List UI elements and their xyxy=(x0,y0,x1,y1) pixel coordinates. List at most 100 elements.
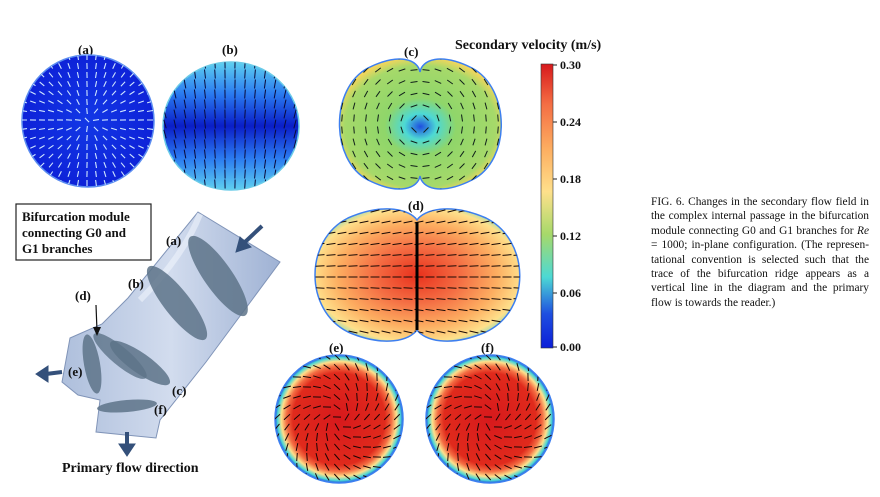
velocity-vector xyxy=(282,356,292,358)
velocity-vector xyxy=(447,254,457,256)
velocity-vector xyxy=(325,422,329,432)
velocity-vector xyxy=(472,102,476,110)
velocity-vector xyxy=(67,161,71,169)
velocity-vector xyxy=(374,59,382,61)
velocity-vector xyxy=(76,179,80,187)
velocity-vector xyxy=(128,136,136,140)
velocity-vector xyxy=(110,127,118,131)
velocity-vector xyxy=(66,144,72,150)
velocity-vector xyxy=(103,81,107,87)
velocity-vector xyxy=(484,404,492,410)
velocity-vector xyxy=(254,69,256,79)
velocity-vector xyxy=(111,90,117,96)
velocity-vector xyxy=(112,55,116,61)
velocity-vector xyxy=(129,81,135,87)
velocity-vector xyxy=(163,179,167,189)
velocity-vector xyxy=(446,433,450,441)
velocity-vector xyxy=(353,474,361,480)
velocity-vector xyxy=(193,159,197,169)
velocity-vector xyxy=(544,434,552,440)
velocity-vector xyxy=(392,242,402,246)
velocity-vector xyxy=(386,163,394,169)
velocity-vector xyxy=(460,138,464,146)
velocity-vector xyxy=(306,452,308,462)
velocity-vector xyxy=(484,394,492,400)
velocity-vector xyxy=(293,414,301,420)
velocity-vector xyxy=(403,254,413,256)
velocity-vector xyxy=(129,145,135,149)
velocity-vector xyxy=(56,127,64,131)
velocity-vector xyxy=(470,187,478,189)
velocity-vector xyxy=(447,298,457,300)
velocity-vector xyxy=(326,220,336,224)
velocity-vector xyxy=(456,463,460,471)
velocity-vector xyxy=(434,164,442,168)
velocity-vector xyxy=(273,79,277,89)
velocity-vector xyxy=(495,383,501,391)
velocity-vector xyxy=(204,99,206,109)
velocity-vector xyxy=(313,364,321,370)
velocity-vector xyxy=(95,62,97,70)
velocity-vector xyxy=(183,109,187,119)
velocity-vector xyxy=(57,99,63,105)
velocity-vector xyxy=(464,375,472,379)
velocity-vector xyxy=(504,425,512,429)
velocity-vector xyxy=(382,476,392,478)
velocity-vector xyxy=(494,474,502,480)
velocity-vector xyxy=(173,129,177,139)
velocity-vector xyxy=(507,392,509,402)
velocity-vector xyxy=(496,102,500,110)
velocity-vector xyxy=(480,308,490,312)
velocity-vector xyxy=(365,114,367,122)
velocity-vector xyxy=(293,69,297,79)
velocity-vector xyxy=(340,102,344,110)
velocity-vector xyxy=(458,220,468,224)
velocity-vector xyxy=(524,424,532,430)
velocity-vector xyxy=(137,128,145,130)
velocity-vector xyxy=(103,161,107,169)
velocity-vector xyxy=(454,414,462,420)
velocity-vector xyxy=(313,414,321,420)
velocity-vector xyxy=(459,150,465,158)
velocity-vector xyxy=(121,55,125,60)
velocity-vector xyxy=(466,463,470,471)
velocity-vector xyxy=(137,109,145,113)
velocity-vector xyxy=(384,403,390,411)
velocity-vector xyxy=(448,126,452,134)
velocity-vector xyxy=(306,442,308,452)
velocity-vector xyxy=(293,139,297,149)
contour-panel-e xyxy=(274,354,404,484)
velocity-vector xyxy=(283,129,287,139)
velocity-vector xyxy=(454,404,462,410)
velocity-vector xyxy=(508,55,512,61)
velocity-vector xyxy=(244,169,246,179)
velocity-vector xyxy=(504,455,512,459)
velocity-vector xyxy=(340,90,344,98)
velocity-vector xyxy=(283,395,291,399)
velocity-vector xyxy=(359,242,369,246)
velocity-vector xyxy=(411,127,417,133)
velocity-vector xyxy=(173,179,177,189)
velocity-vector xyxy=(469,254,479,256)
velocity-vector xyxy=(22,171,27,177)
velocity-vector xyxy=(426,375,432,379)
velocity-vector xyxy=(375,163,381,169)
velocity-vector xyxy=(39,63,45,69)
velocity-vector xyxy=(333,463,341,471)
velocity-vector xyxy=(283,109,287,119)
velocity-vector xyxy=(315,463,319,471)
velocity-vector xyxy=(263,119,267,129)
velocity-vector xyxy=(94,161,98,169)
velocity-vector xyxy=(244,62,246,69)
velocity-vector xyxy=(295,472,299,482)
velocity-vector xyxy=(76,62,80,70)
velocity-vector xyxy=(283,413,291,421)
velocity-vector xyxy=(484,355,492,361)
velocity-vector xyxy=(376,382,378,392)
velocity-vector xyxy=(436,298,446,300)
velocity-vector xyxy=(458,175,466,181)
velocity-vector xyxy=(443,386,453,388)
velocity-vector xyxy=(484,463,492,471)
velocity-vector xyxy=(294,423,300,431)
